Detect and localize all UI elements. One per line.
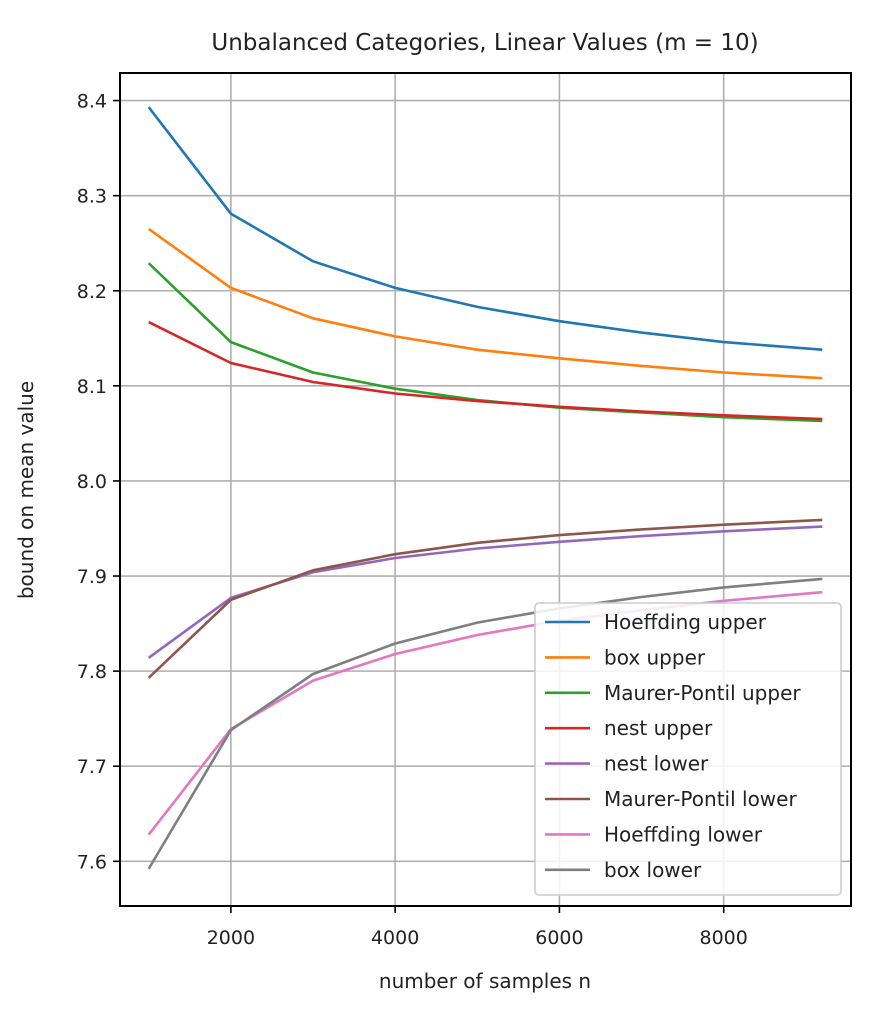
y-tick-label: 7.7 — [77, 756, 107, 778]
legend-label: nest lower — [604, 752, 709, 776]
legend-label: Maurer-Pontil upper — [604, 681, 801, 705]
series-line-hoeffding-upper — [147, 106, 823, 351]
plot-frame — [119, 72, 852, 907]
y-axis-label: bound on mean value — [14, 381, 38, 599]
y-tick-label: 8.3 — [77, 186, 107, 208]
x-tick-label: 4000 — [371, 927, 419, 949]
x-tick-label: 2000 — [207, 927, 255, 949]
grid-lines — [120, 73, 851, 906]
series-line-box-upper — [147, 227, 823, 380]
y-tick-label: 8.2 — [77, 281, 107, 303]
legend-label: Hoeffding lower — [604, 822, 763, 846]
y-tick-label: 8.0 — [77, 471, 107, 493]
legend-label: Hoeffding upper — [604, 610, 767, 634]
legend-label: nest upper — [604, 716, 713, 740]
x-tick-label: 8000 — [700, 927, 748, 949]
legend-label: Maurer-Pontil lower — [604, 787, 797, 811]
series-line-box-lower — [147, 577, 823, 870]
legend-label: box upper — [604, 645, 706, 669]
axis-ticks: 2000 4000 6000 8000 7.6 7.7 7.8 7.9 8.0 8.1 8.2 8.3… — [77, 91, 748, 949]
x-tick-label: 6000 — [535, 927, 583, 949]
legend-label: box lower — [604, 858, 702, 882]
legend: Hoeffding upper box upper Maurer-Pontil up… — [534, 602, 842, 896]
x-axis-label: number of samples n — [379, 969, 591, 993]
y-tick-label: 7.6 — [77, 851, 107, 873]
series-line-nest-upper — [148, 320, 823, 421]
y-tick-label: 7.9 — [77, 566, 107, 588]
series-line-maurer-pontil-lower — [147, 518, 823, 679]
y-tick-label: 8.1 — [77, 376, 107, 398]
legend-box — [534, 602, 842, 896]
chart-title: Unbalanced Categories, Linear Values (m … — [211, 30, 758, 56]
y-tick-label: 8.4 — [77, 91, 107, 113]
y-tick-label: 7.8 — [77, 661, 107, 683]
